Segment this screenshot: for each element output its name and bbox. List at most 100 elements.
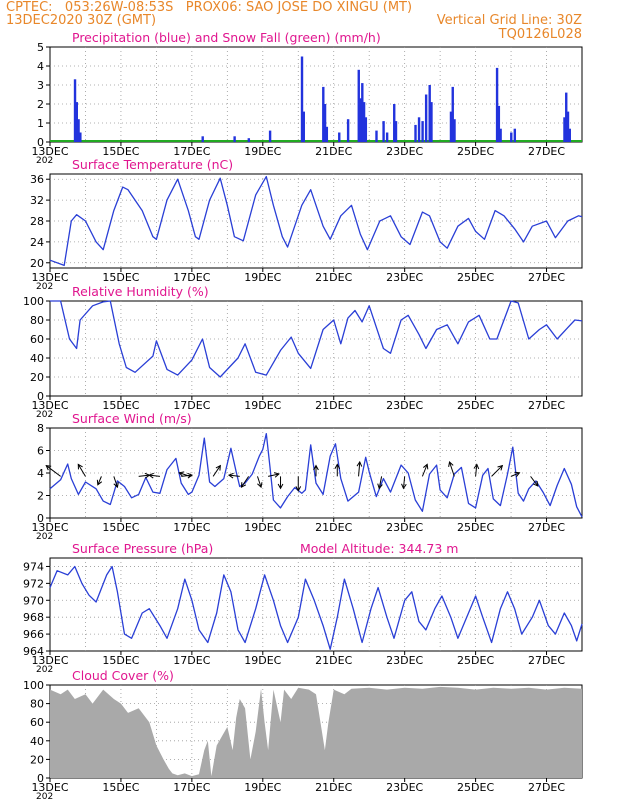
y-tick-label: 36 [30,173,44,186]
x-tick-label: 19DEC [244,654,281,667]
wind-arrow-shaft [421,464,428,477]
y-tick-label: 6 [37,445,44,458]
precip-bar [364,117,368,142]
x-tick-label: 17DEC [173,271,210,284]
wind-arrow-shaft [149,474,161,477]
wind-arrow-shaft [475,464,478,477]
wind-arrow-shaft [402,476,406,489]
precip-bar [338,132,341,142]
y-tick-label: 40 [30,352,44,365]
wind-arrow-head [45,464,52,471]
wind-arrow-shaft [77,464,86,477]
pressure-line [49,565,583,650]
wind-arrow-head [514,471,521,478]
wind-arrow-head [334,463,341,470]
x-tick-label: 25DEC [457,781,494,794]
wind-arrow-head [257,482,263,489]
x-tick-label: 15DEC [102,145,139,158]
wind-arrow-shaft [45,465,61,477]
x-tick-label: 17DEC [173,521,210,534]
wind-arrow [448,460,455,477]
y-tick-label: 20 [30,371,44,384]
panel-title: Relative Humidity (%) [72,284,209,299]
header-grid-line: Vertical Grid Line: 30Z [436,13,582,28]
y-tick-label: 20 [30,257,44,270]
x-tick-label: 25DEC [457,145,494,158]
wind-arrow-head [240,482,247,489]
wind-arrow-head [178,471,185,477]
x-tick-label: 13DEC [31,781,68,794]
panel-frame [49,300,583,397]
x-tick-label: 19DEC [244,781,281,794]
wind-arrow-shaft [212,465,221,477]
y-tick-label: 20 [30,753,44,766]
precip-bar [75,102,78,142]
x-year-label: 202 [36,282,53,292]
panel-frame [49,46,583,143]
y-tick-label: 974 [23,560,44,573]
x-tick-label: 21DEC [315,654,352,667]
wind-arrow-head [295,486,302,492]
panel-title: Precipitation (blue) and Snow Fall (gree… [72,30,381,45]
x-tick-label: 21DEC [315,399,352,412]
wind-arrow [181,472,194,479]
panel-title: Cloud Cover (%) [72,668,174,683]
precip-bar [362,102,366,142]
x-tick-label: 27DEC [528,399,565,412]
x-tick-label: 23DEC [386,399,423,412]
precip-bar [499,128,502,142]
wind-arrow-head [473,463,480,470]
y-tick-label: 40 [30,735,44,748]
precip-bar [430,102,433,142]
precip-bar [268,130,272,142]
x-tick-label: 17DEC [173,781,210,794]
precip-bar [302,111,305,142]
header-model-code: TQ0126L028 [498,27,582,42]
wind-arrow-head [277,483,284,490]
header-location: CPTEC: 053:26W-08:53S PROX06: SAO JOSE D… [6,0,413,15]
x-tick-label: 23DEC [386,521,423,534]
wind-arrow-head [313,464,319,471]
precip-bar [375,130,378,142]
x-tick-label: 17DEC [173,399,210,412]
x-tick-label: 15DEC [102,654,139,667]
y-tick-label: 968 [23,611,44,624]
x-tick-label: 21DEC [315,271,352,284]
wind-arrow-head [448,460,454,467]
x-year-label: 202 [36,532,53,542]
wind-arrow [257,476,263,489]
panel-frame [49,557,583,652]
x-tick-label: 13DEC [31,145,68,158]
x-tick-label: 15DEC [102,399,139,412]
precip-bar [453,119,456,142]
y-tick-label: 24 [30,236,44,249]
precip-bar [394,121,398,142]
wind-arrow [45,464,61,477]
precip-bar [385,132,389,142]
wind-arrow [77,463,86,477]
wind-arrow [212,464,221,477]
precip-bar [495,67,499,142]
y-tick-label: 966 [23,628,44,641]
y-tick-label: 32 [30,194,44,207]
wind-arrow [491,464,504,477]
y-tick-label: 8 [37,422,44,435]
x-tick-label: 19DEC [244,399,281,412]
y-tick-label: 964 [23,645,44,658]
y-tick-label: 28 [30,215,44,228]
y-tick-label: 972 [23,577,44,590]
precip-bar [382,121,385,142]
wind-arrow-head [227,472,234,479]
x-tick-label: 15DEC [102,521,139,534]
x-tick-label: 25DEC [457,521,494,534]
precip-bar [421,121,424,142]
x-tick-label: 25DEC [457,654,494,667]
precip-bar [73,79,77,142]
x-tick-label: 19DEC [244,271,281,284]
precip-bar [346,119,350,142]
wind-arrow [240,476,250,489]
wind-arrow-shaft [358,461,361,477]
panel-wind: Surface Wind (m/s) 0 2 4 6 8 13DEC 15DEC 17DEC 19… [31,411,583,542]
y-tick-label: 3 [37,79,44,92]
